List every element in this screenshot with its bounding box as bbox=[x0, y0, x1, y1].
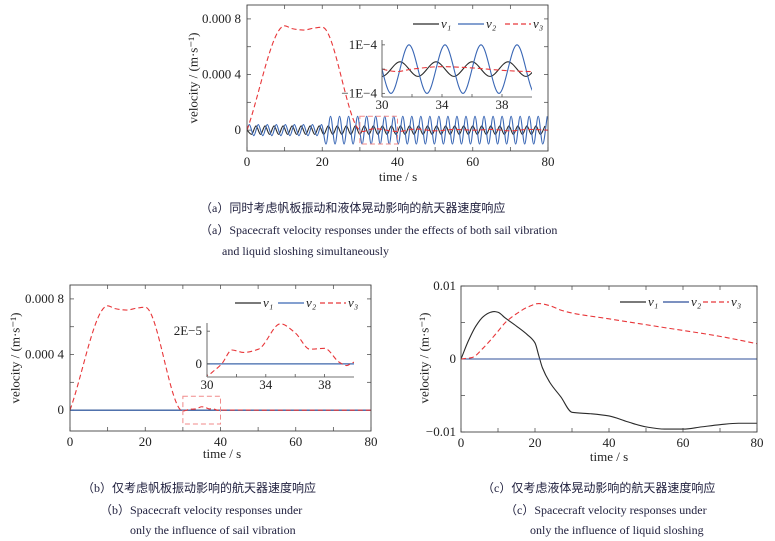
x-tick-label: 40 bbox=[214, 434, 227, 449]
inset-series-line-3 bbox=[382, 66, 532, 73]
caption-b-en-line1: （b）Spacecraft velocity responses under bbox=[100, 503, 303, 517]
y-axis-label: velocity / (m·s⁻¹) bbox=[186, 33, 201, 124]
plot-frame bbox=[460, 285, 758, 433]
inset-x-tick-label: 34 bbox=[436, 97, 450, 112]
inset-y-tick-label: 0 bbox=[196, 356, 203, 371]
x-axis-label: time / s bbox=[203, 446, 241, 461]
caption-a-en-line2: and liquid sloshing simultaneously bbox=[222, 244, 389, 258]
inset-background bbox=[382, 40, 532, 97]
zoom-region-box bbox=[182, 395, 221, 425]
legend-label-3: v₃ bbox=[348, 295, 358, 310]
chart-a: 0 20 40 60 80 0 0.000 4 0.000 8 30 34 38 1E−4 −1E−4 v… bbox=[186, 4, 555, 184]
y-tick-label: 0.000 4 bbox=[202, 67, 242, 82]
inset-x-tick-label: 34 bbox=[259, 377, 273, 392]
legend: v₁ v₂ v₃ bbox=[620, 294, 741, 309]
series-line-3 bbox=[461, 302, 757, 360]
x-tick-label: 0 bbox=[244, 154, 251, 169]
y-tick-label: 0.000 4 bbox=[25, 347, 65, 362]
plot-frame bbox=[246, 4, 549, 152]
plot-frame bbox=[69, 284, 372, 432]
legend: v₁ v₂ v₃ bbox=[413, 16, 543, 31]
y-tick-label: 0.01 bbox=[433, 278, 456, 293]
y-tick-label: 0 bbox=[58, 402, 65, 417]
x-tick-label: 60 bbox=[289, 434, 302, 449]
x-tick-label: 20 bbox=[139, 434, 152, 449]
caption-b-en-line2: only the influence of sail vibration bbox=[130, 523, 296, 537]
inset-series-line-1 bbox=[382, 61, 532, 77]
x-axis-label: time / s bbox=[590, 449, 628, 464]
x-tick-label: 20 bbox=[316, 154, 329, 169]
y-axis-label: velocity / (m·s⁻¹) bbox=[8, 313, 23, 404]
series-line-3 bbox=[70, 305, 371, 412]
x-tick-label: 40 bbox=[603, 435, 616, 450]
legend-label-2: v₂ bbox=[486, 16, 497, 31]
series-line-2 bbox=[247, 115, 548, 145]
legend-label-3: v₃ bbox=[533, 16, 543, 31]
caption-c-en-line2: only the influence of liquid sloshing bbox=[530, 523, 704, 537]
legend-label-1: v₁ bbox=[441, 16, 451, 31]
y-tick-label: 0.000 8 bbox=[202, 11, 241, 26]
x-tick-label: 0 bbox=[67, 434, 74, 449]
series-group bbox=[461, 302, 757, 430]
caption-c-zh: （c）仅考虑液体晃动影响的航天器速度响应 bbox=[482, 481, 716, 495]
inset-y-tick-label: −1E−4 bbox=[341, 85, 377, 100]
inset-series-group bbox=[382, 44, 532, 94]
legend-label-1: v₁ bbox=[263, 295, 273, 310]
inset-background bbox=[207, 323, 354, 377]
inset-series-line-3 bbox=[207, 323, 354, 376]
inset-series-group bbox=[207, 323, 354, 376]
caption-a-en-line1: （a）Spacecraft velocity responses under t… bbox=[200, 223, 558, 237]
x-tick-label: 80 bbox=[365, 434, 378, 449]
legend-label-2: v₂ bbox=[306, 295, 317, 310]
x-axis-label: time / s bbox=[379, 169, 417, 184]
inset-x-tick-label: 30 bbox=[201, 377, 214, 392]
y-tick-label: 0 bbox=[235, 122, 242, 137]
y-axis-label: velocity / (m·s⁻¹) bbox=[417, 313, 432, 404]
x-tick-label: 40 bbox=[391, 154, 404, 169]
x-tick-label: 60 bbox=[466, 154, 479, 169]
inset-x-tick-label: 38 bbox=[318, 377, 331, 392]
legend-label-1: v₁ bbox=[648, 294, 658, 309]
series-line-1 bbox=[461, 310, 757, 430]
zoom-region-box bbox=[359, 115, 398, 145]
caption-a-zh: （a）同时考虑帆板振动和液体晃动影响的航天器速度响应 bbox=[200, 201, 506, 215]
inset-series-line-2 bbox=[382, 44, 532, 94]
x-tick-label: 60 bbox=[677, 435, 690, 450]
inset-chart: 30 34 38 2E−5 0 bbox=[174, 323, 354, 392]
legend-label-3: v₃ bbox=[731, 294, 741, 309]
legend: v₁ v₂ v₃ bbox=[235, 295, 358, 310]
y-tick-label: −0.01 bbox=[426, 424, 456, 439]
legend-label-2: v₂ bbox=[691, 294, 702, 309]
inset-x-tick-label: 30 bbox=[376, 97, 389, 112]
y-tick-label: 0.000 8 bbox=[25, 291, 64, 306]
x-tick-label: 80 bbox=[751, 435, 764, 450]
x-tick-label: 80 bbox=[542, 154, 555, 169]
caption-b-zh: （b）仅考虑帆板振动影响的航天器速度响应 bbox=[82, 481, 317, 495]
inset-y-tick-label: 1E−4 bbox=[349, 37, 378, 52]
inset-y-tick-label: 2E−5 bbox=[174, 323, 202, 338]
inset-x-tick-label: 38 bbox=[496, 97, 509, 112]
series-group bbox=[247, 25, 548, 145]
caption-c-en-line1: （c）Spacecraft velocity responses under bbox=[505, 503, 707, 517]
inset-chart: 30 34 38 1E−4 −1E−4 bbox=[341, 37, 532, 112]
x-tick-label: 0 bbox=[458, 435, 465, 450]
x-tick-label: 20 bbox=[529, 435, 542, 450]
y-tick-label: 0 bbox=[450, 351, 457, 366]
